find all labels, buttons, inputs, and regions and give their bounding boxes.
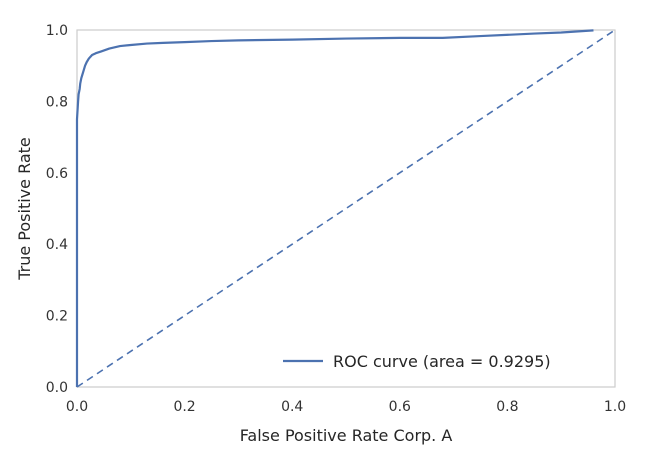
x-tick-label: 1.0 [604,399,626,415]
roc-curve-line [75,29,594,387]
legend: ROC curve (area = 0.9295) [283,352,551,371]
y-tick-label: 0.4 [46,237,68,253]
y-tick-label: 0.2 [46,309,68,325]
x-tick-label: 0.0 [66,399,88,415]
x-tick-label: 0.6 [389,399,411,415]
y-tick-label: 0.6 [46,166,68,182]
plot-frame [76,29,616,388]
x-tick-label: 0.8 [496,399,518,415]
legend-label: ROC curve (area = 0.9295) [333,352,551,371]
x-tick-label: 0.4 [281,399,303,415]
lines-group [75,29,616,388]
y-tick-label: 1.0 [46,23,68,39]
x-tick-label: 0.2 [173,399,195,415]
y-axis-title: True Positive Rate [15,137,34,281]
ticks-group: 0.0 0.2 0.4 0.6 0.8 1.0 0.0 0.2 0.4 0.6 0.8 1.0 [46,23,626,415]
y-tick-label: 0.0 [46,380,68,396]
x-axis-title: False Positive Rate Corp. A [240,426,453,445]
y-tick-label: 0.8 [46,94,68,110]
